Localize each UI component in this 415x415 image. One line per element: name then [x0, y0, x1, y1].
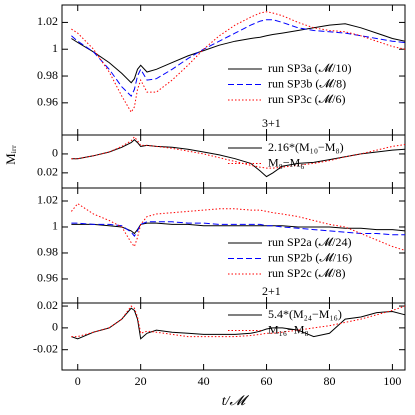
legend-label: 5.4*(M₂₄−M₁₆) — [268, 307, 342, 321]
annotation: 3+1 — [262, 116, 281, 130]
series-line — [71, 23, 406, 84]
panel-frame — [61, 187, 406, 304]
y-tick-label: 0.98 — [37, 68, 58, 82]
series-line — [71, 305, 406, 338]
legend-label: run SP2a (𝓜/24) — [268, 235, 351, 249]
y-tick-label: 0.98 — [37, 245, 58, 259]
series-line — [71, 139, 406, 178]
x-tick-label: 80 — [323, 374, 335, 388]
y-tick-label: 1.02 — [37, 193, 58, 207]
series-line — [71, 307, 406, 340]
y-tick-label: 1 — [52, 219, 58, 233]
legend-label: run SP3c (𝓜/6) — [268, 92, 345, 106]
legend-label: run SP3b (𝓜/8) — [268, 76, 346, 90]
legend-label: M₈−M₆ — [268, 155, 304, 169]
x-tick-label: 20 — [135, 374, 147, 388]
y-axis-label: Mᵢᵣᵣ — [3, 145, 18, 165]
y-tick-label: 0.96 — [37, 95, 58, 109]
y-tick-label: 1 — [52, 41, 58, 55]
y-tick-label: 0.02 — [37, 165, 58, 179]
series-line — [71, 202, 406, 251]
legend-label: M₁₆−M₈ — [268, 322, 309, 336]
x-tick-label: 0 — [75, 374, 81, 388]
x-tick-label: 60 — [261, 374, 273, 388]
y-tick-label: 0.02 — [37, 298, 58, 312]
y-tick-label: 0 — [52, 320, 58, 334]
panel-frame — [61, 134, 406, 189]
panel-frame — [61, 4, 406, 136]
legend-label: run SP3a (𝓜/10) — [268, 61, 351, 75]
x-axis-label: t/𝓜 — [222, 394, 250, 409]
y-tick-label: 1.02 — [37, 14, 58, 28]
x-tick-label: 40 — [198, 374, 210, 388]
annotation: 2+1 — [262, 284, 281, 298]
y-tick-label: 0.96 — [37, 271, 58, 285]
series-line — [71, 222, 406, 235]
series-line — [71, 136, 406, 169]
series-line — [71, 19, 406, 97]
series-line — [71, 221, 405, 237]
y-tick-label: 0 — [52, 146, 58, 160]
y-tick-label: -0.02 — [33, 341, 58, 355]
x-tick-label: 100 — [383, 374, 401, 388]
panel-frame — [61, 302, 406, 371]
legend-label: 2.16*(M₁₀−M₈) — [268, 140, 344, 154]
legend-label: run SP2c (𝓜/8) — [268, 266, 345, 280]
legend-label: run SP2b (𝓜/16) — [268, 250, 352, 264]
